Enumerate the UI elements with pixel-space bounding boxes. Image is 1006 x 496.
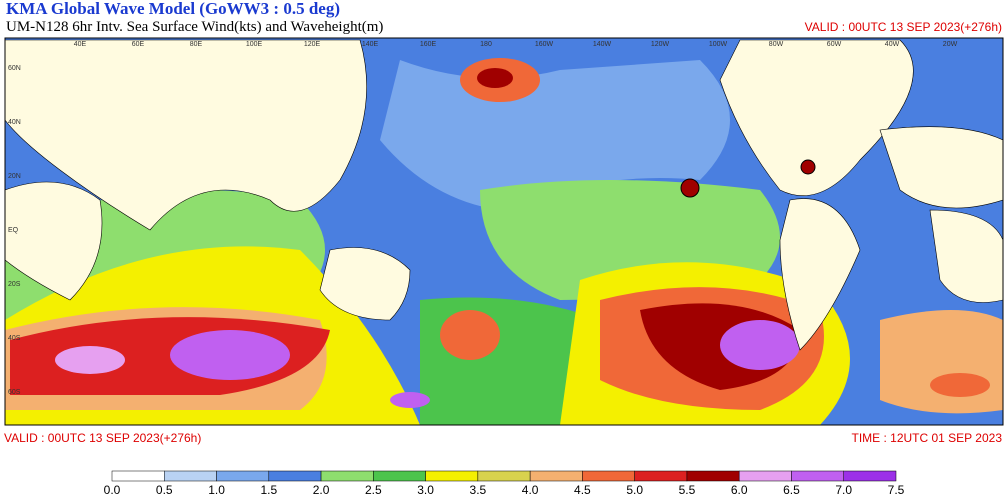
colorbar-label: 6.5 — [783, 483, 800, 496]
lon-label: 160W — [535, 41, 554, 48]
map: 40E 60E 80E 100E 120E 140E 160E 180 160W 140W 120W… — [4, 37, 1004, 426]
lat-label: 20S — [8, 281, 21, 288]
colorbar-swatch — [216, 470, 270, 482]
lon-label: 120E — [304, 41, 321, 48]
lon-label: 60E — [132, 41, 145, 48]
map-frame — [4, 37, 1004, 426]
valid-bottom: VALID : 00UTC 13 SEP 2023(+276h) — [4, 431, 201, 445]
lon-label: 180 — [480, 41, 492, 48]
colorbar-label: 1.5 — [260, 483, 277, 496]
lon-label: 20W — [943, 41, 958, 48]
colorbar-label: 5.0 — [626, 483, 643, 496]
lon-label: 80E — [190, 41, 203, 48]
init-time: TIME : 12UTC 01 SEP 2023 — [851, 431, 1002, 445]
colorbar-swatch — [634, 470, 688, 482]
lat-label: 40S — [8, 335, 21, 342]
lon-label: 140W — [593, 41, 612, 48]
valid-top: VALID : 00UTC 13 SEP 2023(+276h) — [805, 20, 1002, 34]
colorbar-label: 2.5 — [365, 483, 382, 496]
title: KMA Global Wave Model (GoWW3 : 0.5 deg) — [6, 0, 340, 18]
colorbar-label: 4.0 — [522, 483, 539, 496]
colorbar-swatch — [738, 470, 792, 482]
lon-label: 40E — [74, 41, 87, 48]
lat-label: 60N — [8, 65, 21, 72]
lon-label: 100E — [246, 41, 263, 48]
colorbar-label: 7.5 — [888, 483, 905, 496]
lon-label: 140E — [362, 41, 379, 48]
colorbar-swatch — [843, 470, 897, 482]
lat-labels: 60N 40N 20N EQ 20S 40S 60S — [8, 65, 21, 396]
colorbar-swatch — [477, 470, 531, 482]
lon-label: 120W — [651, 41, 670, 48]
lat-label: 40N — [8, 119, 21, 126]
colorbar-label: 3.0 — [417, 483, 434, 496]
colorbar-label: 1.0 — [208, 483, 225, 496]
colorbar-label: 6.0 — [731, 483, 748, 496]
lon-label: 100W — [709, 41, 728, 48]
colorbar-swatch — [373, 470, 426, 482]
colorbar-label: 2.0 — [313, 483, 330, 496]
lat-label: EQ — [8, 227, 19, 234]
colorbar-swatch — [111, 470, 165, 482]
colorbar-swatch — [164, 470, 217, 482]
colorbar-label: 7.0 — [835, 483, 852, 496]
lon-label: 80W — [769, 41, 784, 48]
colorbar-swatch — [529, 470, 583, 482]
colorbar-swatch — [320, 470, 374, 482]
lat-label: 20N — [8, 173, 21, 180]
lat-label: 60S — [8, 389, 21, 396]
colorbar-label: 5.5 — [679, 483, 696, 496]
colorbar-label: 3.5 — [470, 483, 487, 496]
colorbar: 0.0 0.5 1.0 1.5 2.0 2.5 3.0 3.5 4.0 4.5 5.0 5.5 6.0 6… — [104, 470, 905, 496]
colorbar-label: 4.5 — [574, 483, 591, 496]
colorbar-swatch — [425, 470, 479, 482]
subtitle: UM-N128 6hr Intv. Sea Surface Wind(kts) … — [6, 19, 383, 35]
colorbar-swatch — [791, 470, 844, 482]
colorbar-swatch — [582, 470, 635, 482]
lon-labels: 40E 60E 80E 100E 120E 140E 160E 180 160W 140W 120W… — [74, 41, 958, 48]
colorbar-label: 0.5 — [156, 483, 173, 496]
lon-label: 160E — [420, 41, 437, 48]
colorbar-label: 0.0 — [104, 483, 121, 496]
colorbar-swatch — [268, 470, 322, 482]
lon-label: 60W — [827, 41, 842, 48]
colorbar-swatch — [686, 470, 740, 482]
lon-label: 40W — [885, 41, 900, 48]
